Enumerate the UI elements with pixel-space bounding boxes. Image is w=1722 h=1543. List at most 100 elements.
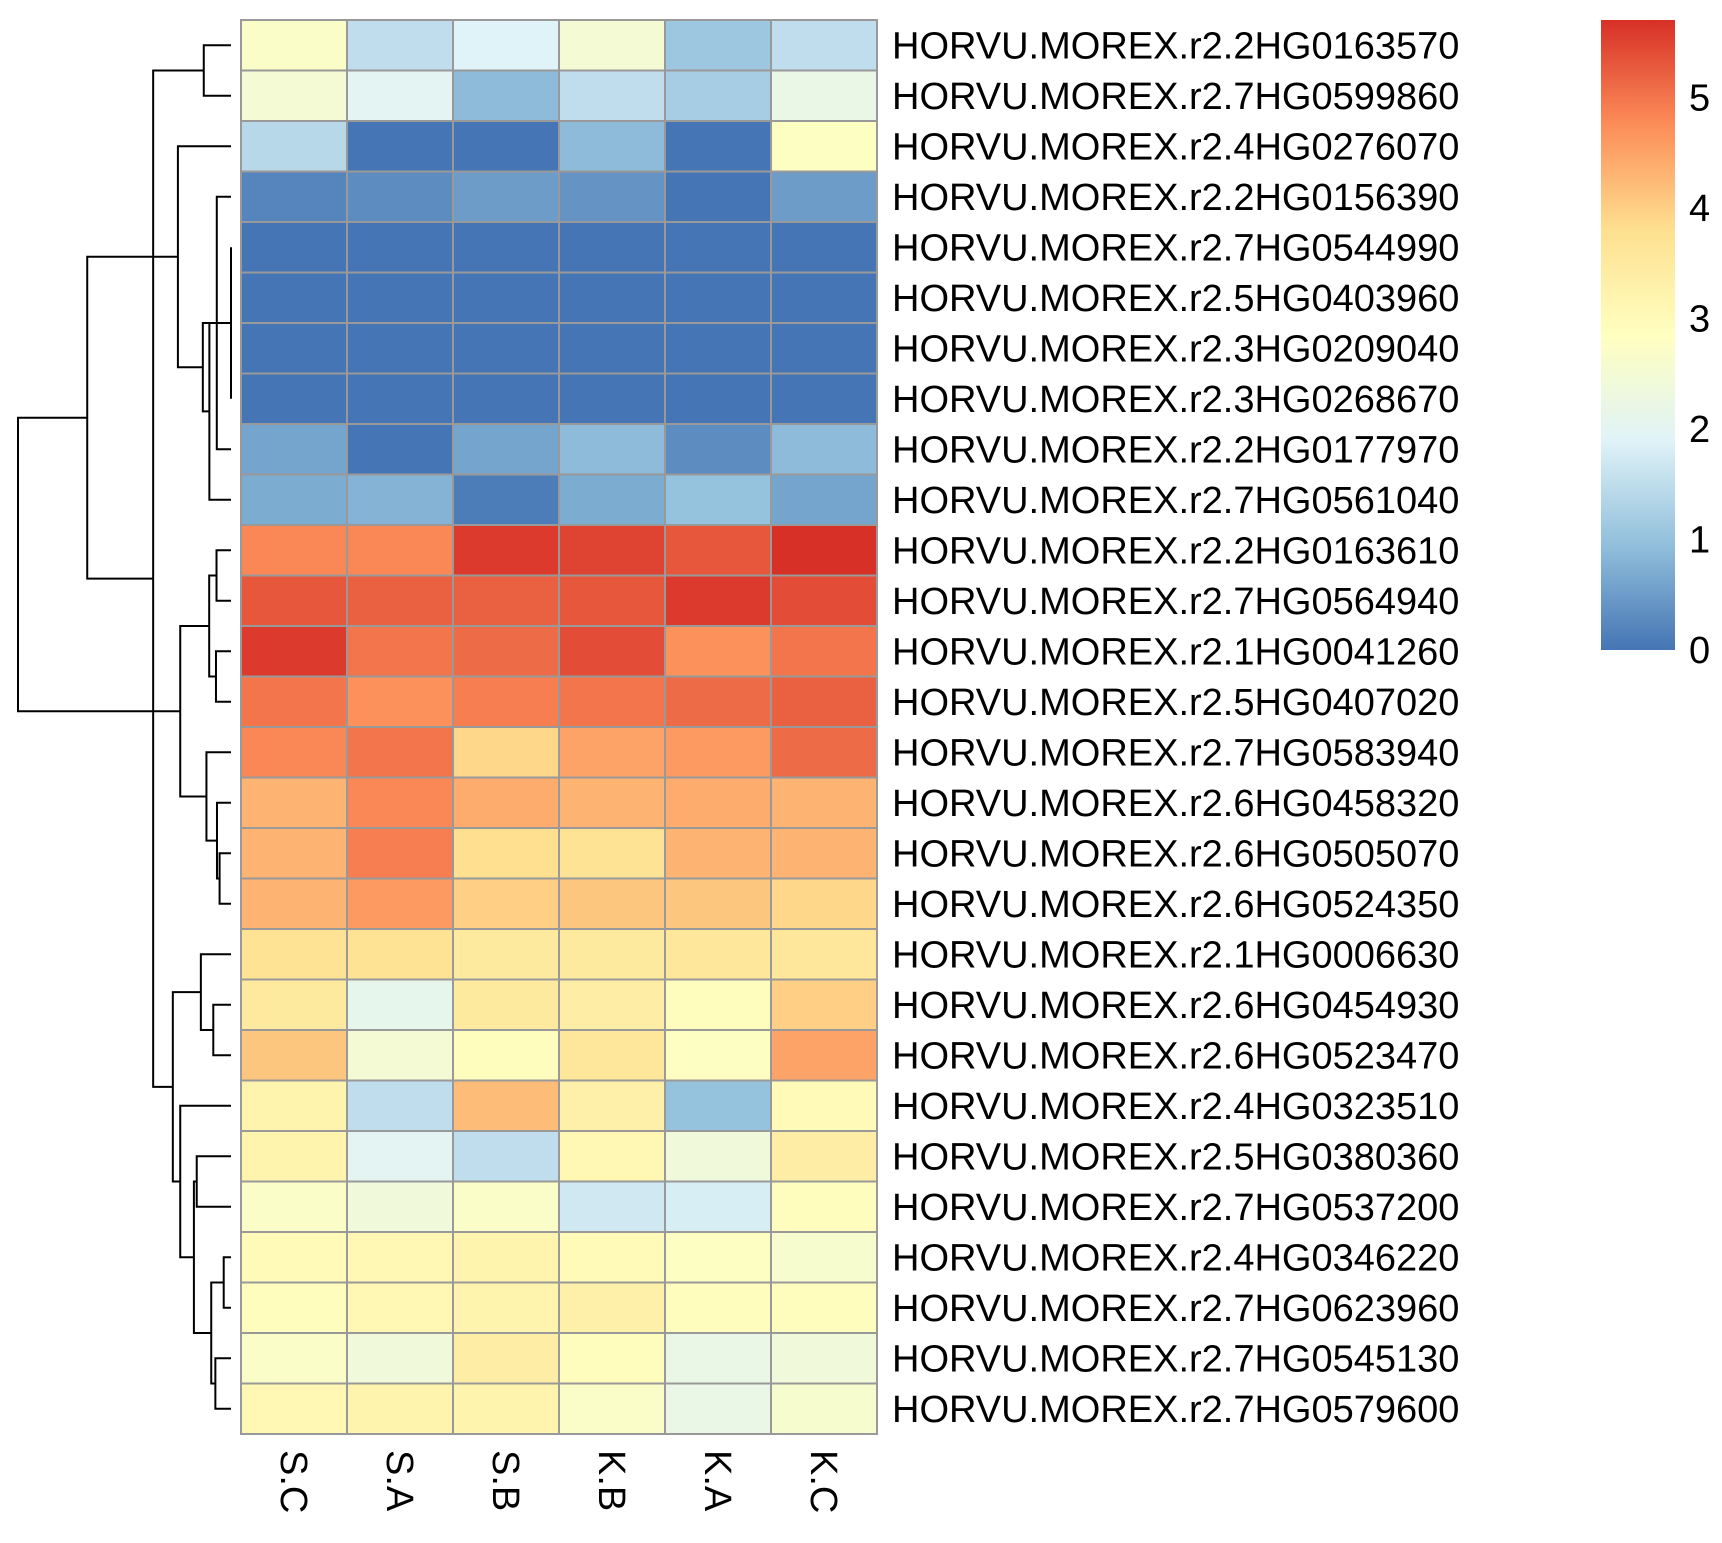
heatmap-cell: [558, 524, 666, 577]
column-labels: S.C S.A S.B K.B K.A K.C: [272, 1450, 844, 1513]
heatmap-cell: [770, 19, 878, 72]
heatmap-cell: [770, 170, 878, 223]
heatmap-cell: [240, 574, 348, 627]
heatmap-cell: [346, 69, 454, 122]
heatmap-cell: [558, 928, 666, 981]
dendrogram-branch: [205, 751, 231, 842]
heatmap-cell: [664, 19, 772, 72]
heatmap-cell: [452, 776, 560, 829]
heatmap-cell: [346, 625, 454, 678]
heatmap-cell: [240, 69, 348, 122]
heatmap-cell: [558, 372, 666, 425]
row-label: HORVU.MOREX.r2.7HG0561040: [892, 480, 1459, 522]
heatmap-cell: [240, 19, 348, 72]
dendrogram-branch: [192, 1180, 212, 1334]
heatmap-cell: [452, 423, 560, 476]
heatmap-cell: [346, 1281, 454, 1334]
heatmap-cell: [664, 726, 772, 779]
legend-tick-label: 2: [1689, 409, 1710, 451]
column-label: K.B: [590, 1450, 632, 1511]
heatmap-cell: [664, 675, 772, 728]
dendrogram-branch: [202, 44, 231, 97]
heatmap-cell: [558, 1382, 666, 1435]
heatmap-cell: [452, 120, 560, 173]
heatmap-cell: [770, 978, 878, 1031]
dendrogram-branch: [176, 145, 231, 369]
heatmap-cell: [558, 120, 666, 173]
dendrogram-branch: [214, 650, 231, 703]
heatmap-cell: [452, 827, 560, 880]
legend-tick-label: 5: [1689, 77, 1710, 119]
heatmap-cell: [240, 1029, 348, 1082]
heatmap-cell: [770, 1029, 878, 1082]
heatmap-cell: [346, 1180, 454, 1233]
heatmap-cell: [240, 675, 348, 728]
heatmap-cell: [240, 928, 348, 981]
heatmap-cell: [558, 170, 666, 223]
heatmap-cell: [664, 423, 772, 476]
heatmap-cell: [770, 776, 878, 829]
heatmap-cell: [452, 1231, 560, 1284]
dendrogram-branch: [208, 574, 217, 678]
dendrogram-branch: [214, 1357, 231, 1410]
heatmap-cell: [240, 170, 348, 223]
heatmap-cell: [664, 69, 772, 122]
heatmap-cell: [770, 69, 878, 122]
heatmap-cell: [770, 423, 878, 476]
heatmap-cell: [346, 574, 454, 627]
row-dendrogram: [17, 44, 232, 1410]
heatmap-cell: [770, 877, 878, 930]
dendrogram-branch: [86, 255, 178, 580]
heatmap-cell: [558, 978, 666, 1031]
heatmap-cell: [558, 675, 666, 728]
heatmap-cell: [452, 69, 560, 122]
heatmap-cell: [558, 1029, 666, 1082]
heatmap-cell: [240, 423, 348, 476]
row-label: HORVU.MOREX.r2.2HG0177970: [892, 429, 1459, 471]
heatmap-cell: [664, 877, 772, 930]
heatmap-cell: [558, 1180, 666, 1233]
column-label: K.A: [696, 1450, 738, 1512]
heatmap-cells: [240, 19, 878, 1435]
heatmap-cell: [346, 1079, 454, 1132]
heatmap-cell: [452, 271, 560, 324]
heatmap-cell: [664, 776, 772, 829]
row-label: HORVU.MOREX.r2.7HG0564940: [892, 581, 1459, 623]
legend-tick-label: 3: [1689, 298, 1710, 340]
heatmap-cell: [558, 271, 666, 324]
row-label: HORVU.MOREX.r2.4HG0276070: [892, 126, 1459, 168]
heatmap-cell: [770, 1130, 878, 1183]
row-label: HORVU.MOREX.r2.6HG0454930: [892, 985, 1459, 1027]
dendrogram-branch: [208, 322, 231, 501]
heatmap-cell: [452, 1382, 560, 1435]
heatmap-cell: [346, 170, 454, 223]
heatmap-cell: [346, 877, 454, 930]
column-label: K.C: [802, 1450, 844, 1513]
dendrogram-branch: [179, 1104, 231, 1259]
heatmap-cell: [346, 19, 454, 72]
heatmap-cell: [770, 524, 878, 577]
legend-tick-label: 1: [1689, 519, 1710, 561]
heatmap-cell: [346, 726, 454, 779]
heatmap-cell: [664, 625, 772, 678]
dendrogram-branch: [195, 1155, 231, 1208]
heatmap-cell: [452, 726, 560, 779]
dendrogram-branch: [212, 1003, 231, 1057]
row-label: HORVU.MOREX.r2.2HG0163610: [892, 530, 1459, 572]
heatmap-cell: [240, 524, 348, 577]
heatmap-cell: [770, 827, 878, 880]
heatmap-cell: [452, 473, 560, 526]
heatmap-cell: [240, 827, 348, 880]
heatmap-cell: [558, 776, 666, 829]
heatmap-cell: [770, 473, 878, 526]
heatmap-cell: [770, 928, 878, 981]
heatmap-cell: [240, 120, 348, 173]
heatmap-cell: [452, 1079, 560, 1132]
row-label: HORVU.MOREX.r2.7HG0537200: [892, 1187, 1459, 1229]
heatmap-cell: [664, 1332, 772, 1385]
heatmap-cell: [452, 372, 560, 425]
heatmap-cell: [452, 625, 560, 678]
heatmap-cell: [240, 473, 348, 526]
heatmap-cell: [240, 1079, 348, 1132]
heatmap-cell: [664, 1029, 772, 1082]
